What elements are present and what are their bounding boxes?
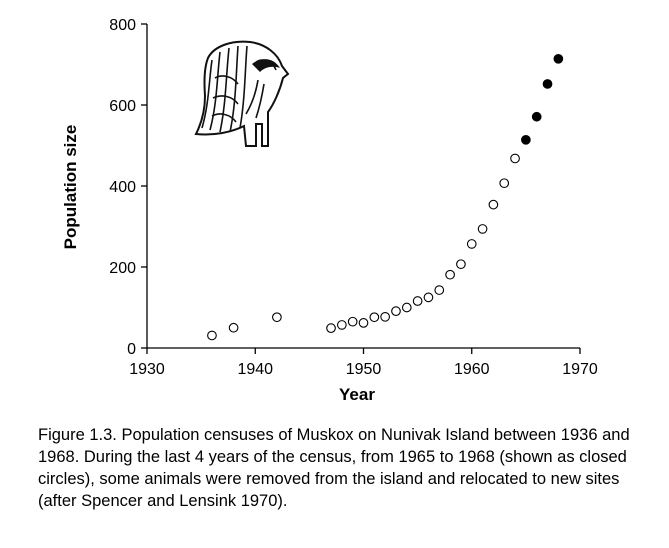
open-data-point <box>434 285 445 295</box>
open-data-point <box>412 296 423 306</box>
muskox-icon <box>194 40 290 147</box>
y-tick-label: 800 <box>109 17 136 34</box>
closed-data-point <box>531 111 542 122</box>
open-data-point <box>466 239 477 249</box>
open-data-point <box>228 322 239 333</box>
open-data-point <box>207 330 217 341</box>
closed-data-point <box>542 79 553 89</box>
open-data-point <box>499 178 510 189</box>
open-data-point <box>510 153 520 164</box>
figure-caption: Figure 1.3. Population censuses of Musko… <box>38 426 630 510</box>
x-tick-label: 1970 <box>562 361 598 378</box>
open-data-point <box>423 292 434 303</box>
x-tick-label: 1930 <box>129 361 165 378</box>
open-data-point <box>401 302 412 313</box>
x-tick-label: 1940 <box>237 361 273 378</box>
open-data-point <box>445 269 455 280</box>
closed-data-point <box>553 53 564 64</box>
open-data-point <box>477 224 488 234</box>
closed-data-point <box>521 134 531 145</box>
axes: 0 200 400 600 800 1930 1940 1950 1960 1970 <box>109 17 598 378</box>
y-tick-label: 600 <box>109 98 136 115</box>
open-data-point <box>326 323 336 334</box>
y-tick-label: 400 <box>109 179 136 196</box>
open-data-point <box>347 316 358 327</box>
open-data-point <box>272 312 282 323</box>
population-chart: 0 200 400 600 800 1930 1940 1950 1960 1970 Popul… <box>61 17 598 404</box>
y-tick-label: 0 <box>127 341 136 358</box>
y-tick-label: 200 <box>109 260 136 277</box>
x-tick-label: 1950 <box>346 361 382 378</box>
data-points <box>207 53 564 341</box>
open-data-point <box>380 311 391 322</box>
open-data-point <box>337 320 347 330</box>
open-data-point <box>488 199 499 210</box>
open-data-point <box>358 318 369 328</box>
open-data-point <box>391 306 401 316</box>
y-axis-title: Population size <box>61 125 80 250</box>
open-data-point <box>456 259 466 270</box>
x-axis-title: Year <box>339 385 375 404</box>
open-data-point <box>369 312 380 323</box>
x-tick-label: 1960 <box>454 361 490 378</box>
